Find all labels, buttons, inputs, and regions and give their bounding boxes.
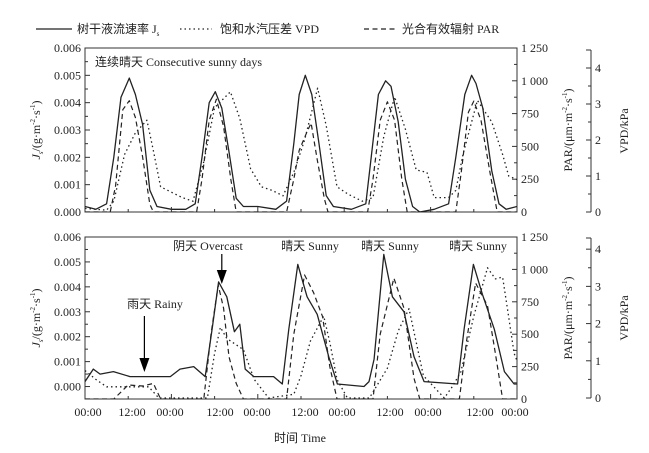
legend: 树干液流速率 Js 饱和水汽压差 VPD 光合有效辐射 PAR: [36, 21, 499, 38]
vpd-tick-label: 1: [595, 169, 601, 183]
x-tick-label: 12:00: [466, 405, 493, 419]
arrow-head-icon: [216, 270, 227, 284]
panel-title: 连续晴天 Consecutive sunny days: [95, 54, 262, 69]
legend-par-label: 光合有效辐射 PAR: [402, 21, 499, 36]
par-axis-title: PAR/(μm·m-2·s-1): [561, 88, 575, 171]
js-series-line: [85, 74, 517, 212]
vpd-tick-label: 3: [595, 279, 601, 293]
vpd-series-line: [85, 267, 517, 399]
vpd-tick-label: 3: [595, 97, 601, 111]
series-group: [85, 74, 517, 212]
vpd-tick-label: 4: [595, 242, 601, 256]
par-tick-label: 500: [521, 327, 539, 341]
left-tick-label: 0.002: [54, 330, 81, 344]
left-tick-label: 0.005: [54, 255, 81, 269]
par-tick-label: 750: [521, 295, 539, 309]
left-axis-title: Js/(g·m-2·s-1): [29, 288, 45, 347]
left-tick-label: 0.004: [54, 96, 81, 110]
par-tick-label: 0: [521, 205, 527, 219]
x-tick-label: 12:00: [291, 405, 318, 419]
vpd-tick-label: 2: [595, 317, 601, 331]
series-group: [85, 253, 517, 399]
par-series-line: [85, 98, 517, 212]
x-tick-label: 00:00: [156, 405, 183, 419]
x-tick-label: 12:00: [206, 405, 233, 419]
annotation-label: 晴天 Sunny: [281, 239, 339, 253]
annotation-label: 阴天 Overcast: [173, 239, 243, 253]
left-axis-title: Js/(g·m-2·s-1): [29, 100, 45, 159]
annotation-label: 晴天 Sunny: [361, 239, 419, 253]
par-tick-label: 1 250: [521, 41, 548, 55]
left-tick-label: 0.003: [54, 305, 81, 319]
x-tick-label: 00:00: [414, 405, 441, 419]
annotation-label: 晴天 Sunny: [449, 239, 507, 253]
arrow-head-icon: [139, 358, 150, 372]
par-tick-label: 0: [521, 392, 527, 406]
vpd-series-line: [85, 87, 517, 211]
left-tick-label: 0.003: [54, 123, 81, 137]
js-series-line: [85, 253, 517, 388]
par-tick-label: 1 000: [521, 74, 548, 88]
legend-js-label: 树干液流速率 Js: [77, 21, 160, 38]
panel-1: 0.000 0.001 0.002 0.003 0.004 0.005 0.006 0 250 5…: [29, 41, 631, 219]
left-tick-label: 0.001: [54, 355, 81, 369]
par-tick-label: 750: [521, 107, 539, 121]
left-tick-label: 0.004: [54, 280, 81, 294]
vpd-tick-label: 0: [595, 391, 601, 405]
vpd-axis-title: VPD/kPa: [617, 108, 631, 154]
x-axis: 00:00 12:00 00:00 12:00 00:00 12:00 00:00 12:00…: [74, 405, 528, 419]
x-tick-label: 12:00: [376, 405, 403, 419]
x-tick-label: 00:00: [243, 405, 270, 419]
vpd-axis-title: VPD/kPa: [617, 295, 631, 341]
par-tick-label: 250: [521, 360, 539, 374]
vpd-tick-label: 4: [595, 61, 601, 75]
x-tick-label: 00:00: [501, 405, 528, 419]
left-tick-label: 0.006: [54, 230, 81, 244]
vpd-tick-label: 0: [595, 205, 601, 219]
x-tick-label: 00:00: [328, 405, 355, 419]
par-tick-label: 500: [521, 139, 539, 153]
panel-2: 0.000 0.001 0.002 0.003 0.004 0.005 0.006 0 250 5…: [29, 230, 631, 406]
left-tick-label: 0.000: [54, 205, 81, 219]
par-axis-title: PAR/(μm·m-2·s-1): [561, 276, 575, 359]
left-tick-label: 0.002: [54, 150, 81, 164]
par-series-line: [85, 274, 517, 399]
vpd-tick-label: 2: [595, 133, 601, 147]
plot-frame: [84, 236, 518, 400]
left-tick-label: 0.005: [54, 68, 81, 82]
x-tick-label: 12:00: [118, 405, 145, 419]
left-tick-label: 0.000: [54, 380, 81, 394]
annotation-label: 雨天 Rainy: [127, 297, 183, 311]
par-tick-label: 1 000: [521, 262, 548, 276]
left-tick-label: 0.006: [54, 41, 81, 55]
vpd-tick-label: 1: [595, 354, 601, 368]
legend-vpd-label: 饱和水汽压差 VPD: [220, 21, 319, 36]
par-tick-label: 1 250: [521, 230, 548, 244]
left-tick-label: 0.001: [54, 178, 81, 192]
par-tick-label: 250: [521, 172, 539, 186]
x-tick-label: 00:00: [74, 405, 101, 419]
x-axis-label: 时间 Time: [274, 431, 326, 445]
